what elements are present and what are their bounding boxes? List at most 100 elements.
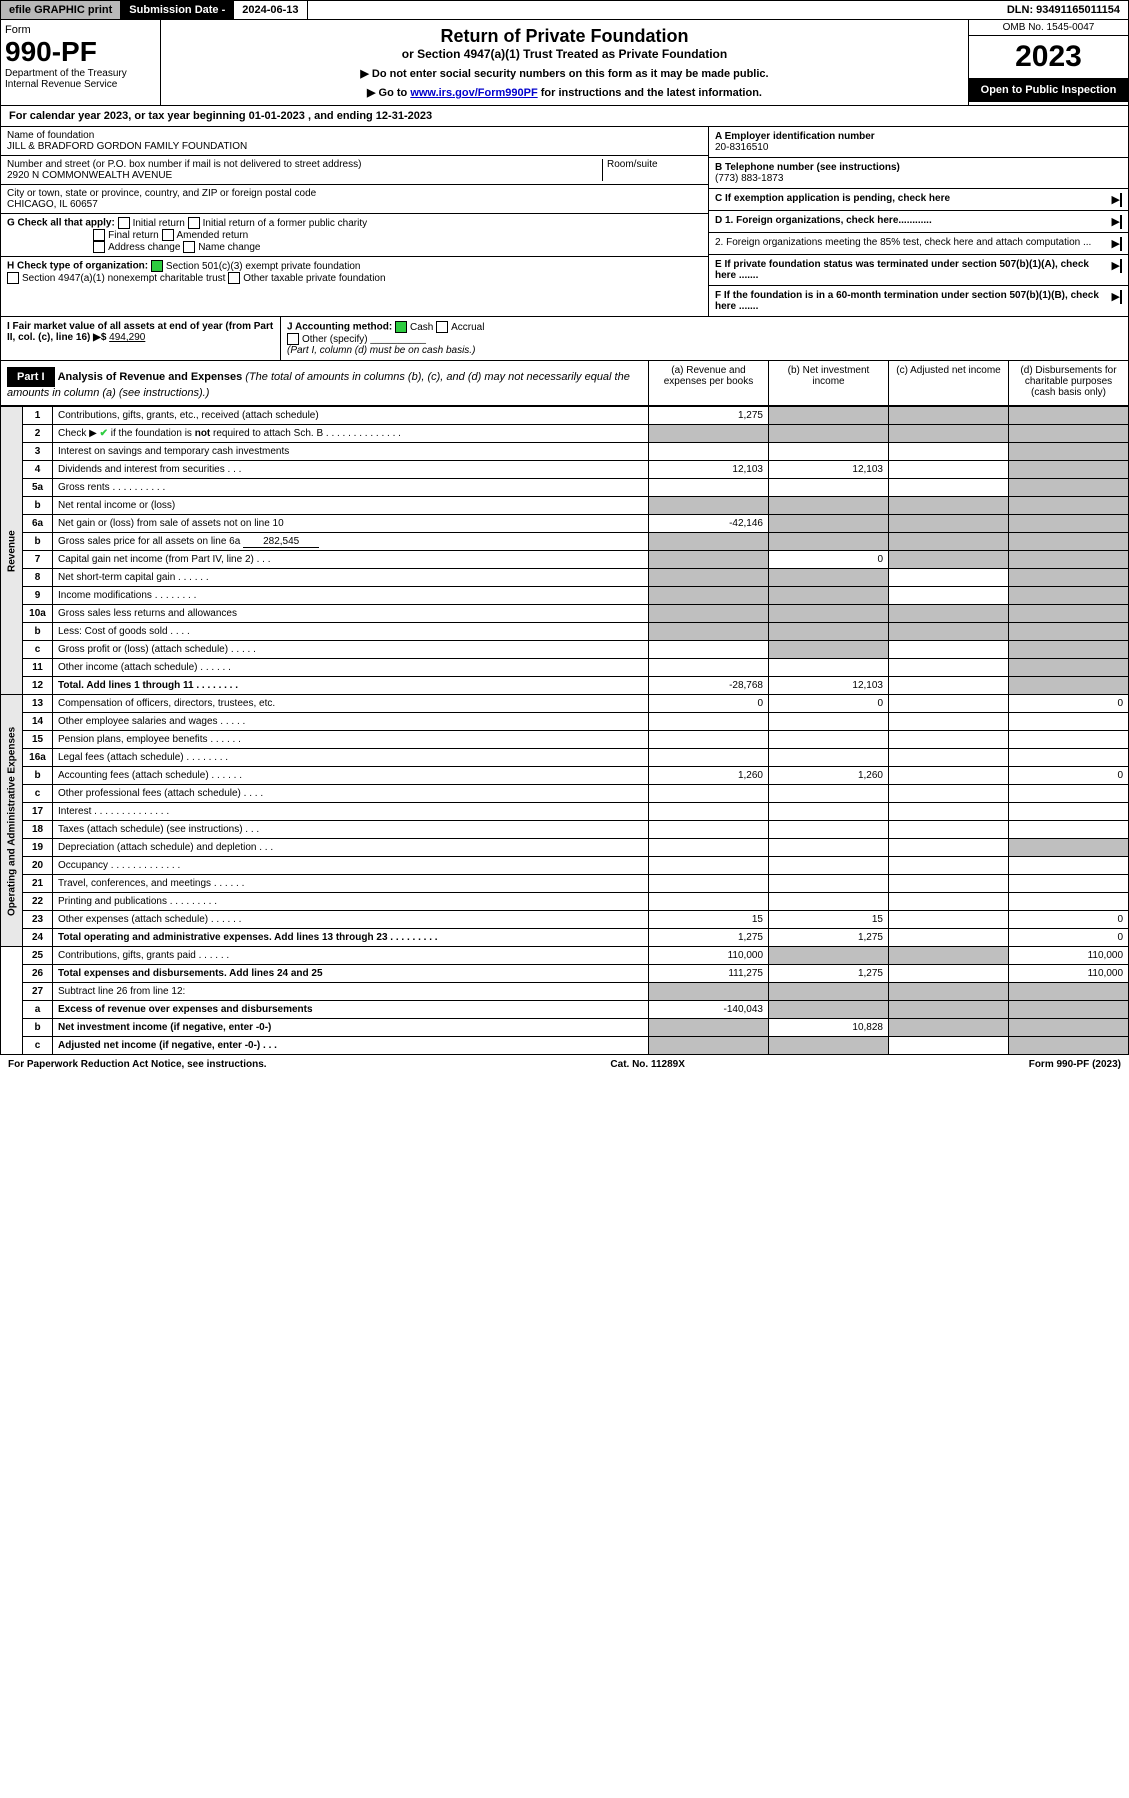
phone-value: (773) 883-1873	[715, 173, 1122, 184]
footer-left: For Paperwork Reduction Act Notice, see …	[8, 1059, 267, 1070]
col-c-head: (c) Adjusted net income	[888, 361, 1008, 405]
checkbox-d1[interactable]	[1120, 215, 1122, 229]
d2-row: 2. Foreign organizations meeting the 85%…	[709, 233, 1128, 255]
calendar-year: For calendar year 2023, or tax year begi…	[0, 106, 1129, 127]
checkbox-amended-return[interactable]: Amended return	[162, 230, 249, 241]
table-row: aExcess of revenue over expenses and dis…	[1, 1001, 1129, 1019]
form-number: 990-PF	[5, 36, 156, 68]
ein-value: 20-8316510	[715, 142, 1122, 153]
checkbox-cash[interactable]: Cash	[395, 322, 433, 333]
table-row: 9Income modifications . . . . . . . .	[1, 587, 1129, 605]
table-row: cAdjusted net income (if negative, enter…	[1, 1037, 1129, 1055]
checkbox-f[interactable]	[1120, 290, 1122, 304]
analysis-table: Revenue 1Contributions, gifts, grants, e…	[0, 406, 1129, 1055]
table-row: 24Total operating and administrative exp…	[1, 929, 1129, 947]
tax-year: 2023	[969, 36, 1128, 78]
checkbox-other[interactable]: Other (specify)	[287, 334, 368, 345]
entity-left: Name of foundation JILL & BRADFORD GORDO…	[1, 127, 708, 316]
g-row: G Check all that apply: Initial return I…	[1, 214, 708, 257]
d1-row: D 1. Foreign organizations, check here..…	[709, 211, 1128, 233]
table-row: 26Total expenses and disbursements. Add …	[1, 965, 1129, 983]
table-row: 11Other income (attach schedule) . . . .…	[1, 659, 1129, 677]
open-inspection: Open to Public Inspection	[969, 78, 1128, 102]
dept-treasury: Department of the Treasury	[5, 68, 156, 79]
checkbox-name-change[interactable]: Name change	[183, 242, 260, 253]
phone-row: B Telephone number (see instructions) (7…	[709, 158, 1128, 189]
table-row: 2Check ▶ ✔ if the foundation is not requ…	[1, 425, 1129, 443]
dln: DLN: 93491165011154	[999, 1, 1128, 19]
table-row: cGross profit or (loss) (attach schedule…	[1, 641, 1129, 659]
checkbox-other-taxable[interactable]: Other taxable private foundation	[228, 273, 385, 284]
f-row: F If the foundation is in a 60-month ter…	[709, 286, 1128, 316]
form990pf-link[interactable]: www.irs.gov/Form990PF	[410, 87, 537, 99]
footer: For Paperwork Reduction Act Notice, see …	[0, 1055, 1129, 1074]
part1-desc: Part I Analysis of Revenue and Expenses …	[1, 361, 648, 405]
table-row: 14Other employee salaries and wages . . …	[1, 713, 1129, 731]
table-row: 23Other expenses (attach schedule) . . .…	[1, 911, 1129, 929]
table-row: 6aNet gain or (loss) from sale of assets…	[1, 515, 1129, 533]
checkbox-initial-return[interactable]: Initial return	[118, 218, 185, 229]
table-row: Operating and Administrative Expenses 13…	[1, 695, 1129, 713]
checkbox-initial-former[interactable]: Initial return of a former public charit…	[188, 218, 368, 229]
h-row: H Check type of organization: Section 50…	[1, 257, 708, 287]
form-label: Form	[5, 24, 156, 36]
table-row: 12Total. Add lines 1 through 11 . . . . …	[1, 677, 1129, 695]
checkbox-accrual[interactable]: Accrual	[436, 322, 484, 333]
room-suite: Room/suite	[602, 159, 702, 181]
form-subtitle: or Section 4947(a)(1) Trust Treated as P…	[167, 47, 962, 61]
entity-block: Name of foundation JILL & BRADFORD GORDO…	[0, 127, 1129, 317]
table-row: bAccounting fees (attach schedule) . . .…	[1, 767, 1129, 785]
entity-right: A Employer identification number 20-8316…	[708, 127, 1128, 316]
part1-header-row: Part I Analysis of Revenue and Expenses …	[0, 361, 1129, 406]
foundation-city: CHICAGO, IL 60657	[7, 199, 702, 210]
table-row: 3Interest on savings and temporary cash …	[1, 443, 1129, 461]
table-row: 18Taxes (attach schedule) (see instructi…	[1, 821, 1129, 839]
submission-date: 2024-06-13	[234, 1, 307, 19]
checkbox-d2[interactable]	[1120, 237, 1122, 251]
ij-row: I Fair market value of all assets at end…	[0, 317, 1129, 361]
table-row: bLess: Cost of goods sold . . . .	[1, 623, 1129, 641]
part1-badge: Part I	[7, 367, 55, 387]
table-row: bNet investment income (if negative, ent…	[1, 1019, 1129, 1037]
omb-number: OMB No. 1545-0047	[969, 20, 1128, 36]
table-row: bNet rental income or (loss)	[1, 497, 1129, 515]
efile-badge: efile GRAPHIC print	[1, 1, 121, 19]
form-header: Form 990-PF Department of the Treasury I…	[0, 20, 1129, 106]
footer-center: Cat. No. 11289X	[610, 1059, 684, 1070]
table-row: 21Travel, conferences, and meetings . . …	[1, 875, 1129, 893]
col-b-head: (b) Net investment income	[768, 361, 888, 405]
checkbox-4947a1[interactable]: Section 4947(a)(1) nonexempt charitable …	[7, 273, 225, 284]
foundation-address: 2920 N COMMONWEALTH AVENUE	[7, 170, 602, 181]
table-row: 20Occupancy . . . . . . . . . . . . .	[1, 857, 1129, 875]
table-row: 16aLegal fees (attach schedule) . . . . …	[1, 749, 1129, 767]
header-left: Form 990-PF Department of the Treasury I…	[1, 20, 161, 105]
table-row: 5aGross rents . . . . . . . . . .	[1, 479, 1129, 497]
foundation-name-row: Name of foundation JILL & BRADFORD GORDO…	[1, 127, 708, 156]
checkbox-address-change[interactable]: Address change	[93, 242, 180, 253]
checkbox-501c3[interactable]: Section 501(c)(3) exempt private foundat…	[151, 261, 361, 272]
table-row: bGross sales price for all assets on lin…	[1, 533, 1129, 551]
form-warn2: ▶ Go to www.irs.gov/Form990PF for instru…	[167, 86, 962, 99]
table-row: 22Printing and publications . . . . . . …	[1, 893, 1129, 911]
table-row: 4Dividends and interest from securities …	[1, 461, 1129, 479]
checkbox-c[interactable]	[1120, 193, 1122, 207]
header-right: OMB No. 1545-0047 2023 Open to Public In…	[968, 20, 1128, 105]
e-row: E If private foundation status was termi…	[709, 255, 1128, 286]
c-row: C If exemption application is pending, c…	[709, 189, 1128, 211]
city-row: City or town, state or province, country…	[1, 185, 708, 214]
col-d-head: (d) Disbursements for charitable purpose…	[1008, 361, 1128, 405]
table-row: 27Subtract line 26 from line 12:	[1, 983, 1129, 1001]
expenses-vlabel: Operating and Administrative Expenses	[1, 695, 23, 947]
checkbox-final-return[interactable]: Final return	[93, 230, 159, 241]
table-row: 19Depreciation (attach schedule) and dep…	[1, 839, 1129, 857]
table-row: 17Interest . . . . . . . . . . . . . .	[1, 803, 1129, 821]
table-row: 15Pension plans, employee benefits . . .…	[1, 731, 1129, 749]
table-row: 10aGross sales less returns and allowanc…	[1, 605, 1129, 623]
checkbox-e[interactable]	[1120, 259, 1122, 273]
col-a-head: (a) Revenue and expenses per books	[648, 361, 768, 405]
table-row: 25Contributions, gifts, grants paid . . …	[1, 947, 1129, 965]
address-row: Number and street (or P.O. box number if…	[1, 156, 708, 185]
foundation-name: JILL & BRADFORD GORDON FAMILY FOUNDATION	[7, 141, 702, 152]
submission-date-label: Submission Date -	[121, 1, 234, 19]
footer-right: Form 990-PF (2023)	[1029, 1059, 1121, 1070]
